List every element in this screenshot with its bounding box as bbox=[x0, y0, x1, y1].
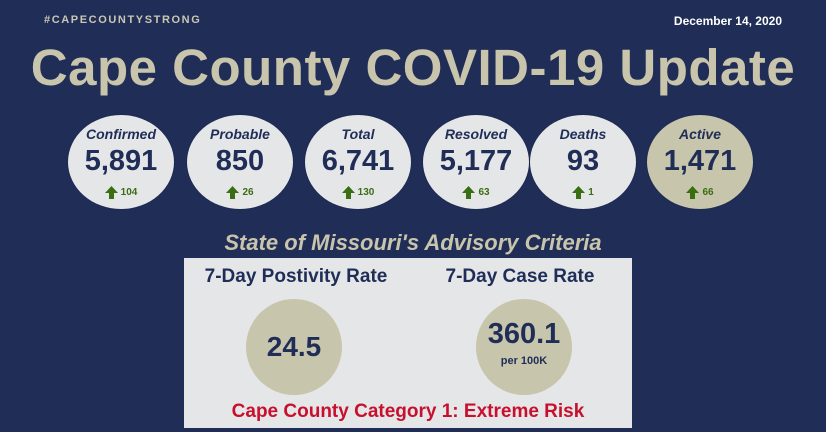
case-rate-label: 7-Day Case Rate bbox=[445, 266, 595, 287]
stat-value: 1,471 bbox=[663, 145, 737, 177]
stat-value: 5,891 bbox=[84, 145, 158, 177]
report-date: December 14, 2020 bbox=[673, 14, 782, 28]
case-rate-value: 360.1 bbox=[487, 318, 561, 350]
page-title: Cape County COVID-19 Update bbox=[30, 39, 796, 96]
stat-value: 850 bbox=[215, 145, 265, 177]
stat-change-value: 26 bbox=[242, 187, 254, 198]
up-arrow-icon bbox=[341, 186, 355, 199]
up-arrow-icon bbox=[686, 186, 700, 199]
stat-total: Total 6,741 130 bbox=[305, 115, 411, 209]
stat-label: Active bbox=[678, 126, 722, 142]
stat-change-value: 130 bbox=[357, 187, 375, 198]
stat-change-value: 1 bbox=[588, 187, 594, 198]
stat-confirmed: Confirmed 5,891 104 bbox=[68, 115, 174, 209]
positivity-rate-value: 24.5 bbox=[266, 331, 322, 362]
advisory-title: State of Missouri's Advisory Criteria bbox=[224, 230, 602, 255]
stat-change-value: 104 bbox=[120, 187, 138, 198]
stat-value: 93 bbox=[566, 145, 600, 177]
stat-value: 6,741 bbox=[321, 145, 395, 177]
up-arrow-icon bbox=[572, 186, 586, 199]
stat-label: Total bbox=[341, 126, 375, 142]
stat-label: Probable bbox=[210, 126, 270, 142]
stats-row: Confirmed 5,891 104 Probable 850 26 Tota… bbox=[68, 115, 826, 209]
stat-deaths: Deaths 93 1 bbox=[530, 115, 636, 209]
stat-value: 5,177 bbox=[439, 145, 513, 177]
case-rate-circle: 360.1 per 100K bbox=[476, 299, 572, 395]
up-arrow-icon bbox=[226, 186, 240, 199]
stat-label: Deaths bbox=[559, 126, 607, 142]
stat-change: 130 bbox=[305, 186, 411, 199]
stat-change: 63 bbox=[423, 186, 529, 199]
stat-resolved: Resolved 5,177 63 bbox=[423, 115, 529, 209]
stat-change: 1 bbox=[530, 186, 636, 199]
stat-change: 66 bbox=[647, 186, 753, 199]
risk-category: Cape County Category 1: Extreme Risk bbox=[231, 401, 585, 422]
stat-label: Resolved bbox=[444, 126, 508, 142]
advisory-panel: 7-Day Postivity Rate 7-Day Case Rate 24.… bbox=[184, 258, 632, 428]
stat-change-value: 63 bbox=[478, 187, 490, 198]
stat-active: Active 1,471 66 bbox=[647, 115, 753, 209]
stat-probable: Probable 850 26 bbox=[187, 115, 293, 209]
positivity-rate-circle: 24.5 bbox=[246, 299, 342, 395]
stat-change: 104 bbox=[68, 186, 174, 199]
stat-change: 26 bbox=[187, 186, 293, 199]
case-rate-unit: per 100K bbox=[500, 355, 548, 367]
up-arrow-icon bbox=[462, 186, 476, 199]
positivity-rate-label: 7-Day Postivity Rate bbox=[204, 266, 388, 287]
stat-change-value: 66 bbox=[702, 187, 714, 198]
hashtag: #CAPECOUNTYSTRONG bbox=[44, 14, 202, 26]
stat-label: Confirmed bbox=[86, 126, 156, 142]
up-arrow-icon bbox=[104, 186, 118, 199]
